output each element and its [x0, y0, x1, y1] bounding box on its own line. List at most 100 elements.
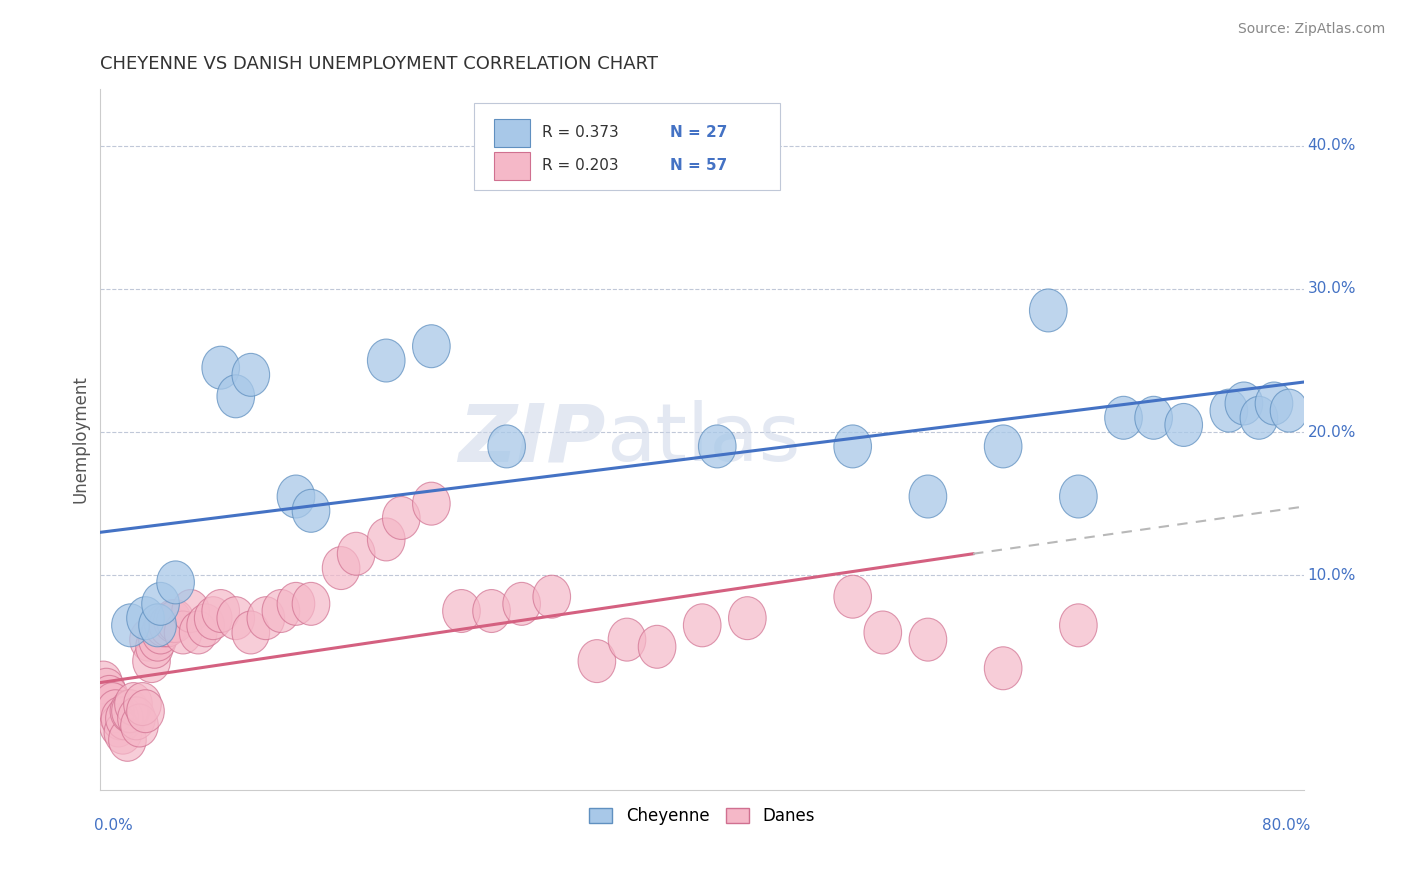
Ellipse shape — [121, 704, 159, 747]
Ellipse shape — [136, 625, 173, 668]
Ellipse shape — [984, 647, 1022, 690]
Ellipse shape — [412, 325, 450, 368]
Ellipse shape — [1225, 382, 1263, 425]
Ellipse shape — [115, 682, 152, 725]
Bar — [494, 119, 530, 147]
Text: ZIP: ZIP — [458, 401, 606, 478]
Legend: Cheyenne, Danes: Cheyenne, Danes — [582, 801, 823, 832]
Ellipse shape — [149, 604, 187, 647]
Ellipse shape — [90, 675, 128, 718]
Ellipse shape — [412, 483, 450, 525]
Text: N = 27: N = 27 — [669, 125, 727, 140]
Ellipse shape — [1105, 396, 1142, 439]
Ellipse shape — [1135, 396, 1173, 439]
Text: R = 0.203: R = 0.203 — [543, 158, 619, 173]
Ellipse shape — [202, 346, 239, 389]
Ellipse shape — [277, 582, 315, 625]
Ellipse shape — [139, 618, 176, 661]
Text: N = 57: N = 57 — [669, 158, 727, 173]
Ellipse shape — [180, 611, 217, 654]
Ellipse shape — [247, 597, 284, 640]
Ellipse shape — [232, 611, 270, 654]
Text: Source: ZipAtlas.com: Source: ZipAtlas.com — [1237, 22, 1385, 37]
Ellipse shape — [129, 618, 167, 661]
Ellipse shape — [292, 582, 330, 625]
Ellipse shape — [124, 682, 162, 725]
Ellipse shape — [1029, 289, 1067, 332]
Ellipse shape — [382, 497, 420, 540]
Text: 30.0%: 30.0% — [1308, 282, 1357, 296]
Ellipse shape — [910, 475, 946, 518]
Ellipse shape — [111, 690, 149, 732]
Ellipse shape — [1166, 403, 1202, 446]
Text: 10.0%: 10.0% — [1308, 567, 1355, 582]
Ellipse shape — [100, 704, 138, 747]
Ellipse shape — [443, 590, 481, 632]
Ellipse shape — [157, 561, 194, 604]
Ellipse shape — [699, 425, 737, 468]
Ellipse shape — [139, 604, 176, 647]
Text: R = 0.373: R = 0.373 — [543, 125, 619, 140]
Ellipse shape — [834, 425, 872, 468]
Ellipse shape — [367, 339, 405, 382]
Ellipse shape — [105, 697, 143, 739]
Ellipse shape — [84, 661, 122, 704]
Bar — [494, 152, 530, 180]
Ellipse shape — [834, 575, 872, 618]
Ellipse shape — [910, 618, 946, 661]
Ellipse shape — [1256, 382, 1292, 425]
Ellipse shape — [322, 547, 360, 590]
Ellipse shape — [110, 690, 148, 732]
Ellipse shape — [165, 611, 202, 654]
Text: 0.0%: 0.0% — [94, 818, 134, 833]
Ellipse shape — [503, 582, 540, 625]
FancyBboxPatch shape — [474, 103, 780, 190]
Ellipse shape — [1060, 475, 1097, 518]
Ellipse shape — [578, 640, 616, 682]
Ellipse shape — [1060, 604, 1097, 647]
Ellipse shape — [367, 518, 405, 561]
Ellipse shape — [292, 490, 330, 533]
Ellipse shape — [984, 425, 1022, 468]
Ellipse shape — [728, 597, 766, 640]
Ellipse shape — [1211, 389, 1247, 432]
Ellipse shape — [142, 611, 180, 654]
Ellipse shape — [157, 599, 194, 642]
Ellipse shape — [97, 690, 134, 732]
Ellipse shape — [172, 590, 209, 632]
Ellipse shape — [142, 582, 180, 625]
Ellipse shape — [187, 604, 225, 647]
Ellipse shape — [87, 668, 125, 711]
Ellipse shape — [1270, 389, 1308, 432]
Ellipse shape — [863, 611, 901, 654]
Ellipse shape — [153, 599, 191, 642]
Ellipse shape — [202, 590, 239, 632]
Ellipse shape — [277, 475, 315, 518]
Ellipse shape — [127, 690, 165, 732]
Ellipse shape — [145, 604, 183, 647]
Ellipse shape — [217, 375, 254, 417]
Ellipse shape — [101, 697, 139, 739]
Ellipse shape — [108, 718, 146, 761]
Ellipse shape — [194, 597, 232, 640]
Ellipse shape — [609, 618, 645, 661]
Ellipse shape — [127, 597, 165, 640]
Text: CHEYENNE VS DANISH UNEMPLOYMENT CORRELATION CHART: CHEYENNE VS DANISH UNEMPLOYMENT CORRELAT… — [100, 55, 658, 73]
Ellipse shape — [104, 711, 142, 754]
Text: atlas: atlas — [606, 401, 800, 478]
Text: 20.0%: 20.0% — [1308, 425, 1355, 440]
Ellipse shape — [472, 590, 510, 632]
Ellipse shape — [638, 625, 676, 668]
Ellipse shape — [488, 425, 526, 468]
Y-axis label: Unemployment: Unemployment — [72, 376, 89, 503]
Ellipse shape — [232, 353, 270, 396]
Text: 80.0%: 80.0% — [1261, 818, 1310, 833]
Text: 40.0%: 40.0% — [1308, 138, 1355, 153]
Ellipse shape — [132, 640, 170, 682]
Ellipse shape — [217, 597, 254, 640]
Ellipse shape — [94, 682, 131, 725]
Ellipse shape — [683, 604, 721, 647]
Ellipse shape — [262, 590, 299, 632]
Ellipse shape — [118, 697, 155, 739]
Ellipse shape — [337, 533, 375, 575]
